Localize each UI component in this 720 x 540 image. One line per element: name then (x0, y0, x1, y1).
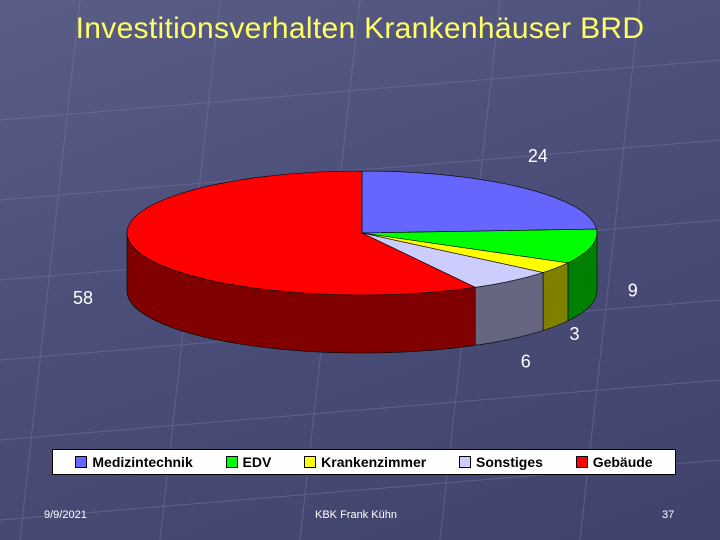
pie-slice-gebäude (126, 170, 477, 296)
pie-slice-medizintechnik (361, 170, 597, 234)
slide-title: Investitionsverhalten Krankenhäuser BRD (75, 12, 645, 45)
legend-swatch (225, 456, 238, 468)
chart-legend: Medizintechnik EDV Krankenzimmer Sonstiges G… (52, 449, 676, 475)
legend-label: Krankenzimmer (321, 454, 427, 470)
legend-item: Krankenzimmer (304, 454, 426, 470)
pie-value-label: 6 (521, 352, 531, 372)
legend-item: Gebäude (575, 454, 653, 470)
pie-side-krankenzimmer (542, 262, 569, 331)
legend-swatch (458, 456, 471, 468)
legend-label: Medizintechnik (92, 454, 193, 470)
legend-item: Medizintechnik (75, 454, 193, 470)
pie-value-label: 3 (570, 324, 580, 344)
pie-value-label: 24 (528, 146, 548, 166)
legend-swatch (575, 456, 588, 468)
legend-swatch (304, 456, 317, 468)
legend-label: Gebäude (592, 454, 653, 470)
footer-date: 9/9/2021 (44, 509, 87, 521)
pie-slice-edv (361, 228, 598, 264)
footer-author: KBK Frank Kühn (315, 509, 397, 521)
pie-value-label: 9 (628, 280, 638, 300)
legend-label: EDV (242, 454, 272, 470)
legend-swatch (75, 456, 88, 468)
legend-item: EDV (225, 454, 272, 470)
pie-value-label: 58 (73, 288, 93, 308)
legend-label: Sonstiges (475, 454, 543, 470)
legend-item: Sonstiges (458, 454, 543, 470)
footer-page-number: 37 (662, 509, 675, 521)
